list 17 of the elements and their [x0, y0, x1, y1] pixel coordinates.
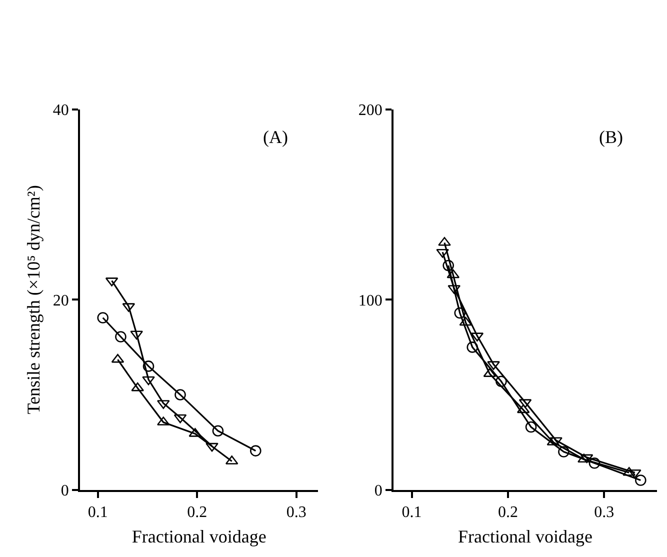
y-tick-label: 0 — [60, 482, 69, 500]
x-tick-label: 0.1 — [402, 504, 422, 521]
y-tick-label: 100 — [358, 292, 382, 310]
y-tick-label: 40 — [52, 102, 69, 120]
x-tick-label: 0.3 — [286, 504, 306, 521]
y-axis-title: Tensile strength (×10⁵ dyn/cm²) — [24, 185, 44, 414]
x-tick-label: 0.2 — [498, 504, 518, 521]
text: (B) — [599, 127, 623, 147]
y-tick-label: 200 — [358, 102, 382, 120]
x-axis-title: Fractional voidage — [132, 526, 266, 547]
x-tick-label: 0.2 — [187, 504, 208, 521]
x-axis-title: Fractional voidage — [458, 526, 592, 547]
text: (A) — [263, 127, 288, 147]
x-tick-label: 0.3 — [594, 504, 614, 521]
y-tick-label: 20 — [52, 292, 69, 310]
y-tick-label: 0 — [374, 482, 382, 500]
x-tick-label: 0.1 — [88, 504, 108, 521]
